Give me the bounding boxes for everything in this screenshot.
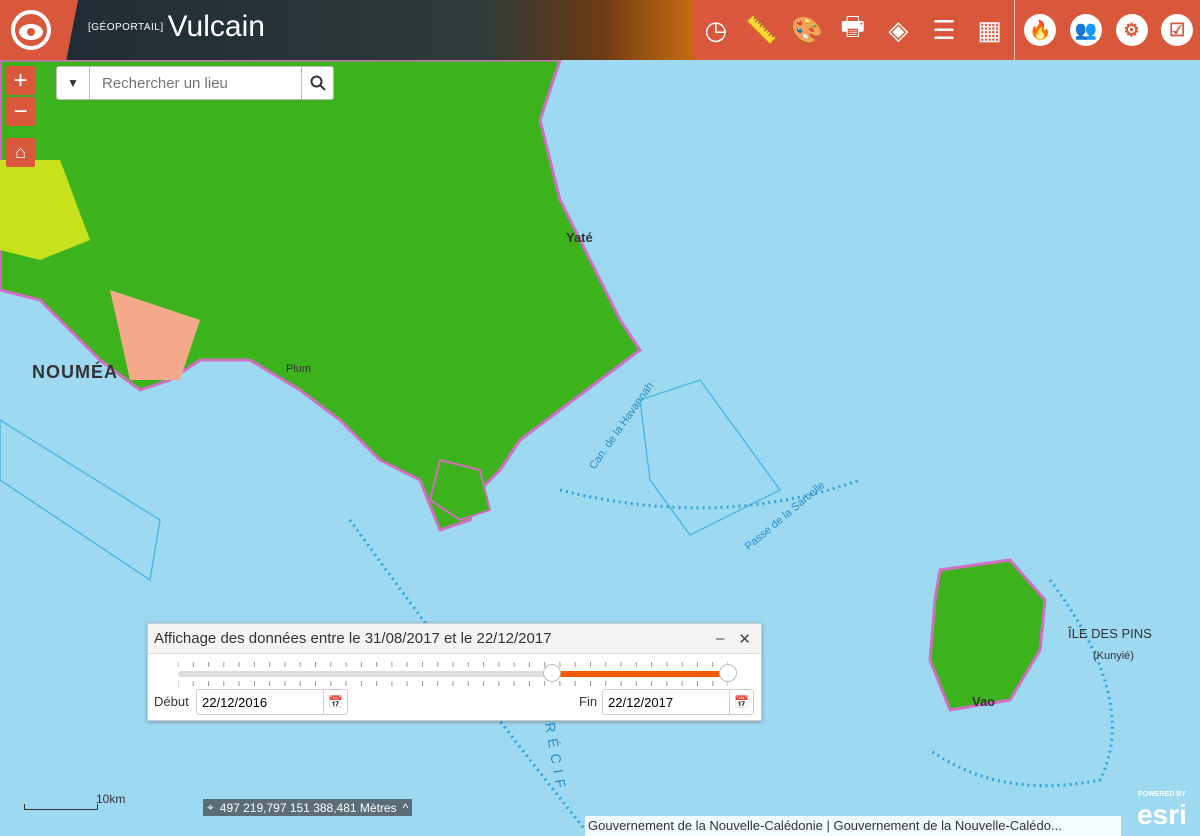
map-land — [0, 60, 1114, 836]
time-slider-track[interactable] — [178, 664, 737, 682]
label-vao: Vao — [972, 694, 996, 709]
grid-icon[interactable]: ▦ — [977, 14, 1002, 45]
search-box: ▼ — [56, 66, 334, 100]
panel-header: Affichage des données entre le 31/08/201… — [148, 624, 761, 654]
label-plum: Plum — [286, 363, 312, 375]
time-slider-range — [552, 671, 728, 677]
label-noumea: NOUMÉA — [32, 362, 118, 382]
start-date-field[interactable]: 22/12/2016 📅 — [196, 689, 348, 715]
eye-logo-icon — [11, 10, 51, 50]
end-date-value[interactable]: 22/12/2017 — [608, 694, 674, 710]
esri-logo: POWERED BY esri — [1132, 790, 1192, 830]
palette-icon[interactable]: 🎨 — [790, 14, 824, 45]
label-ile-des-pins: ÎLE DES PINS — [1068, 626, 1152, 641]
settings-icon[interactable]: ⚙ — [1109, 0, 1155, 60]
fire-icon[interactable]: 🔥 — [1017, 0, 1063, 60]
toolbar-divider — [1014, 0, 1016, 60]
scale-label: 10km — [96, 792, 126, 806]
print-icon[interactable]: 🖶 — [840, 11, 866, 41]
users-icon[interactable]: 👥 — [1063, 0, 1109, 60]
start-label: Début — [154, 694, 189, 709]
esri-powered-by: POWERED BY — [1138, 791, 1186, 798]
brand-big: Vulcain — [167, 10, 265, 43]
caret-down-icon: ▼ — [67, 76, 79, 90]
start-date-value[interactable]: 22/12/2016 — [202, 694, 268, 710]
history-icon[interactable]: ◷ — [704, 14, 728, 45]
label-yate: Yaté — [566, 230, 593, 245]
slider-ticks — [178, 662, 728, 686]
minimize-button[interactable]: – — [716, 629, 725, 647]
esri-wordmark: esri — [1137, 799, 1187, 830]
calendar-icon[interactable]: 📅 — [323, 690, 347, 714]
calendar-icon[interactable]: 📅 — [729, 690, 753, 714]
coordinates-widget: ⌖ 497 219,797 151 388,481 Mètres ^ — [203, 799, 413, 816]
end-date-field[interactable]: 22/12/2017 📅 — [602, 689, 754, 715]
zoom-in-button[interactable]: + — [6, 66, 35, 95]
end-label: Fin — [579, 694, 598, 709]
slider-end-handle[interactable] — [719, 664, 737, 682]
label-kunyie: (Kunyié) — [1093, 650, 1134, 662]
time-slider-panel: Affichage des données entre le 31/08/201… — [147, 623, 762, 721]
coordinates-readout: 497 219,797 151 388,481 Mètres — [219, 800, 397, 815]
home-button[interactable]: ⌂ — [6, 138, 35, 167]
checkbox-icon[interactable]: ☑ — [1154, 0, 1200, 60]
attribution: Gouvernement de la Nouvelle-Calédonie | … — [585, 816, 1121, 836]
map-view[interactable]: NOUMÉA Yaté Plum Can. de la Havannah Pas… — [0, 60, 1200, 836]
zoom-out-button[interactable]: − — [6, 97, 35, 126]
slider-start-handle[interactable] — [543, 664, 561, 682]
search-input[interactable] — [90, 67, 301, 99]
logo[interactable] — [0, 0, 78, 60]
search-button[interactable] — [301, 67, 333, 99]
brand-small: [GÉOPORTAIL] — [88, 21, 164, 33]
legend-list-icon[interactable]: ☰ — [932, 14, 956, 45]
ruler-icon[interactable]: 📏 — [745, 14, 778, 45]
brand-title: [GÉOPORTAIL] Vulcain — [88, 10, 265, 44]
home-icon: ⌂ — [15, 142, 26, 162]
app-header: [GÉOPORTAIL] Vulcain ◷ 📏 🎨 🖶 ◈ ☰ ▦ 🔥 👥 ⚙… — [0, 0, 1200, 60]
crosshair-icon[interactable]: ⌖ — [207, 800, 214, 814]
search-source-dropdown[interactable]: ▼ — [57, 67, 90, 99]
chevron-up-icon[interactable]: ^ — [402, 800, 409, 815]
toolbar: ◷ 📏 🎨 🖶 ◈ ☰ ▦ 🔥 👥 ⚙ ☑ — [693, 0, 1200, 60]
panel-title: Affichage des données entre le 31/08/201… — [154, 630, 552, 647]
layers-icon[interactable]: ◈ — [888, 14, 909, 45]
search-icon — [310, 75, 326, 91]
close-button[interactable]: ✕ — [738, 630, 751, 648]
